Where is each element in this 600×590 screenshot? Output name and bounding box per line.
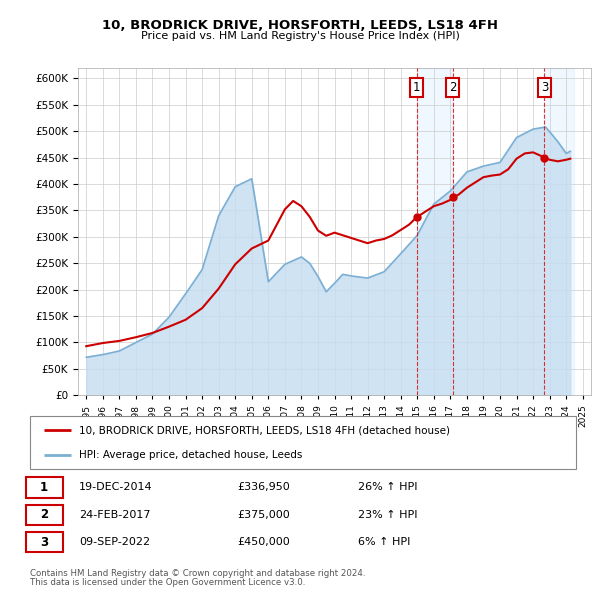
Text: 3: 3: [541, 81, 548, 94]
Text: 24-FEB-2017: 24-FEB-2017: [79, 510, 151, 520]
Bar: [416, 68, 452, 395]
Text: 09-SEP-2022: 09-SEP-2022: [79, 537, 150, 547]
Text: This data is licensed under the Open Government Licence v3.0.: This data is licensed under the Open Gov…: [30, 578, 305, 587]
Text: HPI: Average price, detached house, Leeds: HPI: Average price, detached house, Leed…: [79, 450, 302, 460]
Text: 1: 1: [40, 481, 48, 494]
FancyBboxPatch shape: [26, 504, 63, 525]
Text: 10, BRODRICK DRIVE, HORSFORTH, LEEDS, LS18 4FH (detached house): 10, BRODRICK DRIVE, HORSFORTH, LEEDS, LS…: [79, 425, 450, 435]
Text: £375,000: £375,000: [238, 510, 290, 520]
Bar: [544, 68, 574, 395]
Text: £336,950: £336,950: [238, 483, 290, 493]
Text: 1: 1: [413, 81, 421, 94]
FancyBboxPatch shape: [26, 477, 63, 498]
Text: 10, BRODRICK DRIVE, HORSFORTH, LEEDS, LS18 4FH: 10, BRODRICK DRIVE, HORSFORTH, LEEDS, LS…: [102, 19, 498, 32]
Text: Contains HM Land Registry data © Crown copyright and database right 2024.: Contains HM Land Registry data © Crown c…: [30, 569, 365, 578]
FancyBboxPatch shape: [26, 532, 63, 552]
Text: 19-DEC-2014: 19-DEC-2014: [79, 483, 153, 493]
Text: £450,000: £450,000: [238, 537, 290, 547]
Text: 2: 2: [449, 81, 457, 94]
Text: 3: 3: [40, 536, 48, 549]
Text: 6% ↑ HPI: 6% ↑ HPI: [358, 537, 410, 547]
Text: 23% ↑ HPI: 23% ↑ HPI: [358, 510, 417, 520]
Text: Price paid vs. HM Land Registry's House Price Index (HPI): Price paid vs. HM Land Registry's House …: [140, 31, 460, 41]
Text: 26% ↑ HPI: 26% ↑ HPI: [358, 483, 417, 493]
Text: 2: 2: [40, 508, 48, 522]
